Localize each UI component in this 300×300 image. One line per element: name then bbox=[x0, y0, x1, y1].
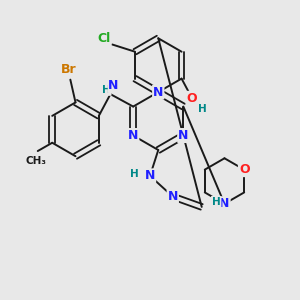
Text: H: H bbox=[198, 103, 207, 114]
Text: N: N bbox=[178, 129, 188, 142]
Text: N: N bbox=[219, 197, 230, 210]
Text: H: H bbox=[212, 197, 220, 207]
Text: Cl: Cl bbox=[97, 32, 111, 45]
Text: N: N bbox=[108, 80, 119, 92]
Text: O: O bbox=[187, 92, 197, 105]
Text: H: H bbox=[130, 169, 139, 179]
Text: N: N bbox=[168, 190, 178, 203]
Text: H: H bbox=[102, 85, 111, 95]
Text: N: N bbox=[128, 129, 138, 142]
Text: N: N bbox=[145, 169, 155, 182]
Text: N: N bbox=[153, 85, 164, 99]
Text: CH₃: CH₃ bbox=[25, 156, 46, 167]
Text: O: O bbox=[239, 163, 250, 176]
Text: Br: Br bbox=[61, 63, 76, 76]
